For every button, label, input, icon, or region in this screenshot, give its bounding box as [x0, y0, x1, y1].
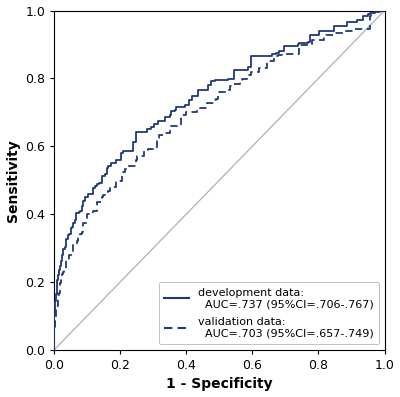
Legend: development data:
  AUC=.737 (95%CI=.706-.767), validation data:
  AUC=.703 (95%: development data: AUC=.737 (95%CI=.706-.…: [159, 282, 379, 344]
X-axis label: 1 - Specificity: 1 - Specificity: [166, 378, 273, 391]
Y-axis label: Sensitivity: Sensitivity: [6, 139, 20, 222]
